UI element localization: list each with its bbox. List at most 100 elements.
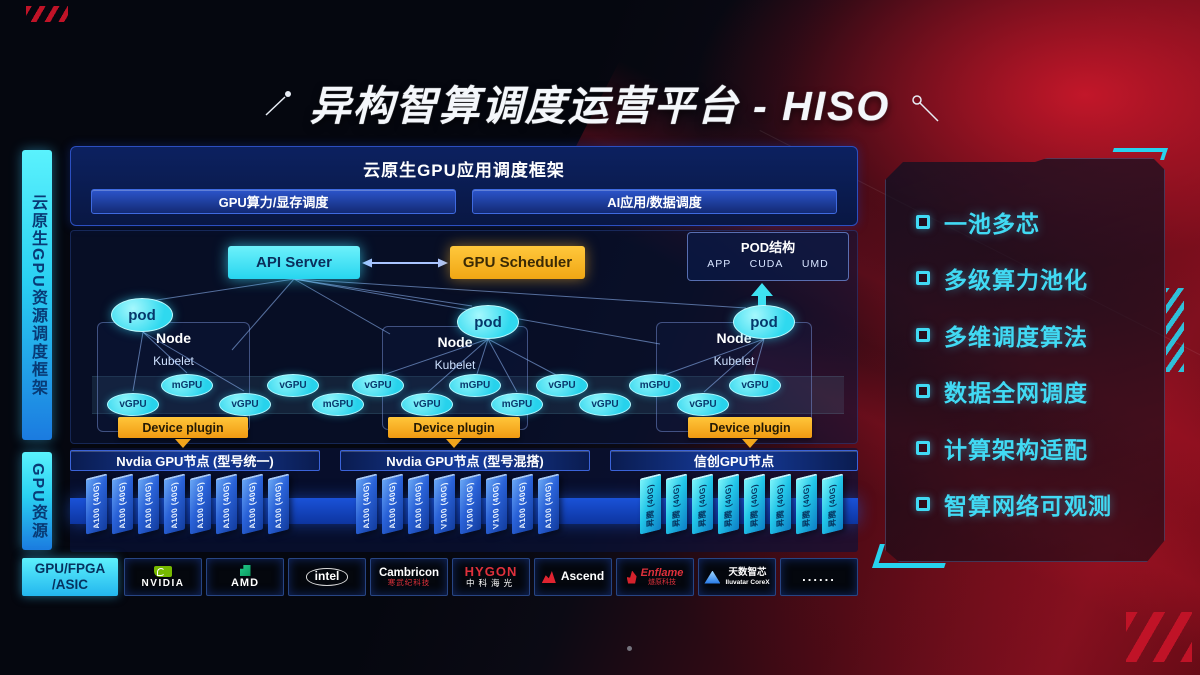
- pod-ellipse: pod: [457, 305, 519, 339]
- feature-label: 计算架构适配: [944, 436, 1088, 463]
- node-box-3: Node Kubelet: [656, 322, 812, 432]
- gpu-card-label: A100 (40G): [544, 480, 554, 530]
- gpu-card-label: 昇腾 (40G): [802, 482, 812, 528]
- app-framework-items: GPU算力/显存调度 AI应用/数据调度: [71, 181, 857, 214]
- corner-stripes-decoration: [26, 6, 68, 22]
- gfa-line-2: /ASIC: [51, 577, 88, 592]
- gpu-card-label: A100 (40G): [362, 480, 372, 530]
- gpu-card-label: 昇腾 (40G): [750, 482, 760, 528]
- feature-label: 智算网络可观测: [944, 492, 1112, 519]
- vendor-enflame-logo: Enflame 燧原科技: [616, 558, 694, 596]
- gpu-card: V100 (40G): [434, 473, 455, 535]
- vendor-line: 天数智芯: [728, 567, 767, 579]
- vendor-line: Cambricon: [378, 566, 440, 579]
- kubelet-label: Kubelet: [153, 354, 194, 368]
- gpu-card: 昇腾 (40G): [692, 473, 713, 535]
- nvidia-logo-icon: [154, 565, 172, 577]
- feature-item: 一池多芯: [916, 205, 1148, 239]
- api-server-box: API Server: [228, 246, 360, 279]
- gpu-card-label: 昇腾 (40G): [828, 482, 838, 528]
- gpu-ellipse: mGPU: [629, 374, 681, 397]
- pod-structure-title: POD结构: [740, 240, 796, 255]
- ascend-logo-icon: [541, 571, 556, 583]
- feature-item: 智算网络可观测: [916, 487, 1148, 521]
- vendor-line: NVIDIA: [141, 577, 185, 589]
- gfa-line-1: GPU/FPGA: [34, 561, 106, 576]
- app-framework-title: 云原生GPU应用调度框架: [363, 161, 565, 180]
- vendor-text: Cambricon 寒武纪科技: [379, 567, 439, 588]
- bullet-square-icon: [916, 441, 930, 455]
- feature-label: 一池多芯: [944, 211, 1040, 237]
- pod-structure-items: APP CUDA UMD: [688, 256, 848, 270]
- gpu-card: A100 (40G): [216, 473, 237, 535]
- vendor-amd-logo: AMD: [206, 558, 284, 596]
- bullet-square-icon: [916, 215, 930, 229]
- gpu-card-label: A100 (40G): [518, 480, 528, 530]
- gpu-card: A100 (40G): [512, 473, 533, 535]
- vendor-more-logo: ......: [780, 558, 858, 596]
- down-arrow-icon: [742, 439, 758, 448]
- gpu-card: 昇腾 (40G): [770, 473, 791, 535]
- gpu-card: A100 (40G): [408, 473, 429, 535]
- amd-logo-icon: [239, 564, 251, 576]
- feature-label: 多维调度算法: [944, 323, 1088, 350]
- vendor-line: Enflame: [640, 567, 684, 580]
- gpu-card: A100 (40G): [356, 473, 377, 535]
- panel-corner-accent: [872, 544, 952, 568]
- feature-item: 计算架构适配: [916, 431, 1148, 465]
- gpu-card-label: 昇腾 (40G): [672, 482, 682, 528]
- gpu-card: A100 (40G): [538, 473, 559, 535]
- vendor-text: HYGON 中科海光: [464, 564, 518, 589]
- vendor-iluvatar-logo: 天数智芯 Iluvatar CoreX: [698, 558, 776, 596]
- gpu-card: 昇腾 (40G): [666, 473, 687, 535]
- vendor-line: ......: [802, 568, 836, 584]
- gpu-card: V100 (40G): [486, 473, 507, 535]
- vendor-hygon-logo: HYGON 中科海光: [452, 558, 530, 596]
- vendor-text: Ascend: [561, 570, 604, 583]
- gpu-scheduler-box: GPU Scheduler: [450, 246, 585, 279]
- pod-ellipse: pod: [111, 298, 173, 332]
- gpu-card: A100 (40G): [86, 473, 107, 535]
- vendor-text: Enflame 燧原科技: [641, 567, 684, 587]
- gpu-card: A100 (40G): [242, 473, 263, 535]
- gpu-fpga-asic-label: GPU/FPGA /ASIC: [22, 558, 118, 596]
- gpu-card-label: V100 (40G): [492, 480, 502, 530]
- vendor-line: Ascend: [560, 569, 605, 584]
- gpu-card: A100 (40G): [190, 473, 211, 535]
- gpu-card-label: A100 (40G): [170, 480, 180, 530]
- bullet-square-icon: [916, 384, 930, 398]
- device-plugin-3: Device plugin: [688, 417, 812, 438]
- gpu-card-label: A100 (40G): [414, 480, 424, 530]
- feature-item: 数据全网调度: [916, 374, 1148, 408]
- gpu-ellipse: vGPU: [729, 374, 781, 397]
- corner-stripes-decoration: [1126, 612, 1192, 662]
- bullet-square-icon: [916, 328, 930, 342]
- vendor-line: HYGON: [464, 564, 518, 580]
- gpu-card-label: V100 (40G): [440, 480, 450, 530]
- gpu-ellipse: vGPU: [401, 393, 453, 416]
- gpu-ellipse: mGPU: [491, 393, 543, 416]
- gpu-ellipse: vGPU: [352, 374, 404, 397]
- iluvatar-logo-icon: [704, 570, 721, 584]
- gpu-card: A100 (40G): [164, 473, 185, 535]
- gpu-card-label: 昇腾 (40G): [646, 482, 656, 528]
- vendor-ascend-logo: Ascend: [534, 558, 612, 596]
- device-plugin-2: Device plugin: [388, 417, 520, 438]
- gpu-card-label: 昇腾 (40G): [776, 482, 786, 528]
- gpu-cards-group-3: 昇腾 (40G) 昇腾 (40G) 昇腾 (40G) 昇腾 (40G) 昇腾 (40G)…: [640, 473, 843, 535]
- feature-label: 数据全网调度: [944, 380, 1088, 407]
- vendor-text: 天数智芯 Iluvatar CoreX: [725, 567, 769, 586]
- vendor-line: AMD: [230, 576, 260, 589]
- vendor-nvidia-logo: NVIDIA: [124, 558, 202, 596]
- feature-item: 多级算力池化: [916, 261, 1148, 295]
- feature-label: 多级算力池化: [944, 267, 1088, 294]
- kubelet-label: Kubelet: [434, 358, 476, 372]
- vendor-intel-logo: intel: [288, 558, 366, 596]
- vendor-line: 燧原科技: [647, 579, 676, 587]
- pod-ellipse: pod: [733, 305, 795, 339]
- gpu-ellipse: mGPU: [449, 374, 501, 397]
- node-label: Node: [156, 330, 191, 346]
- gpu-cards-group-2: A100 (40G) A100 (40G) A100 (40G) V100 (40G)…: [356, 473, 559, 535]
- vendor-cambricon-logo: Cambricon 寒武纪科技: [370, 558, 448, 596]
